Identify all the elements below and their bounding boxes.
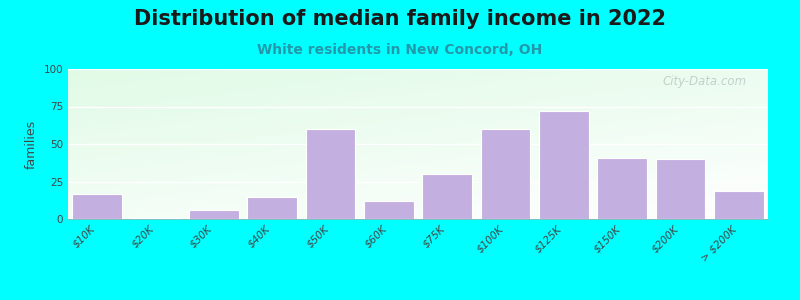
Bar — [656, 159, 706, 219]
Bar — [189, 210, 238, 219]
Bar — [598, 158, 647, 219]
Bar — [247, 196, 297, 219]
Text: White residents in New Concord, OH: White residents in New Concord, OH — [258, 44, 542, 58]
Bar — [364, 201, 414, 219]
Bar — [481, 129, 530, 219]
Bar — [422, 174, 472, 219]
Bar — [130, 218, 180, 219]
Text: City-Data.com: City-Data.com — [663, 75, 747, 88]
Bar — [539, 111, 589, 219]
Y-axis label: families: families — [25, 119, 38, 169]
Bar — [306, 129, 355, 219]
Text: Distribution of median family income in 2022: Distribution of median family income in … — [134, 9, 666, 29]
Bar — [72, 194, 122, 219]
Bar — [714, 190, 764, 219]
